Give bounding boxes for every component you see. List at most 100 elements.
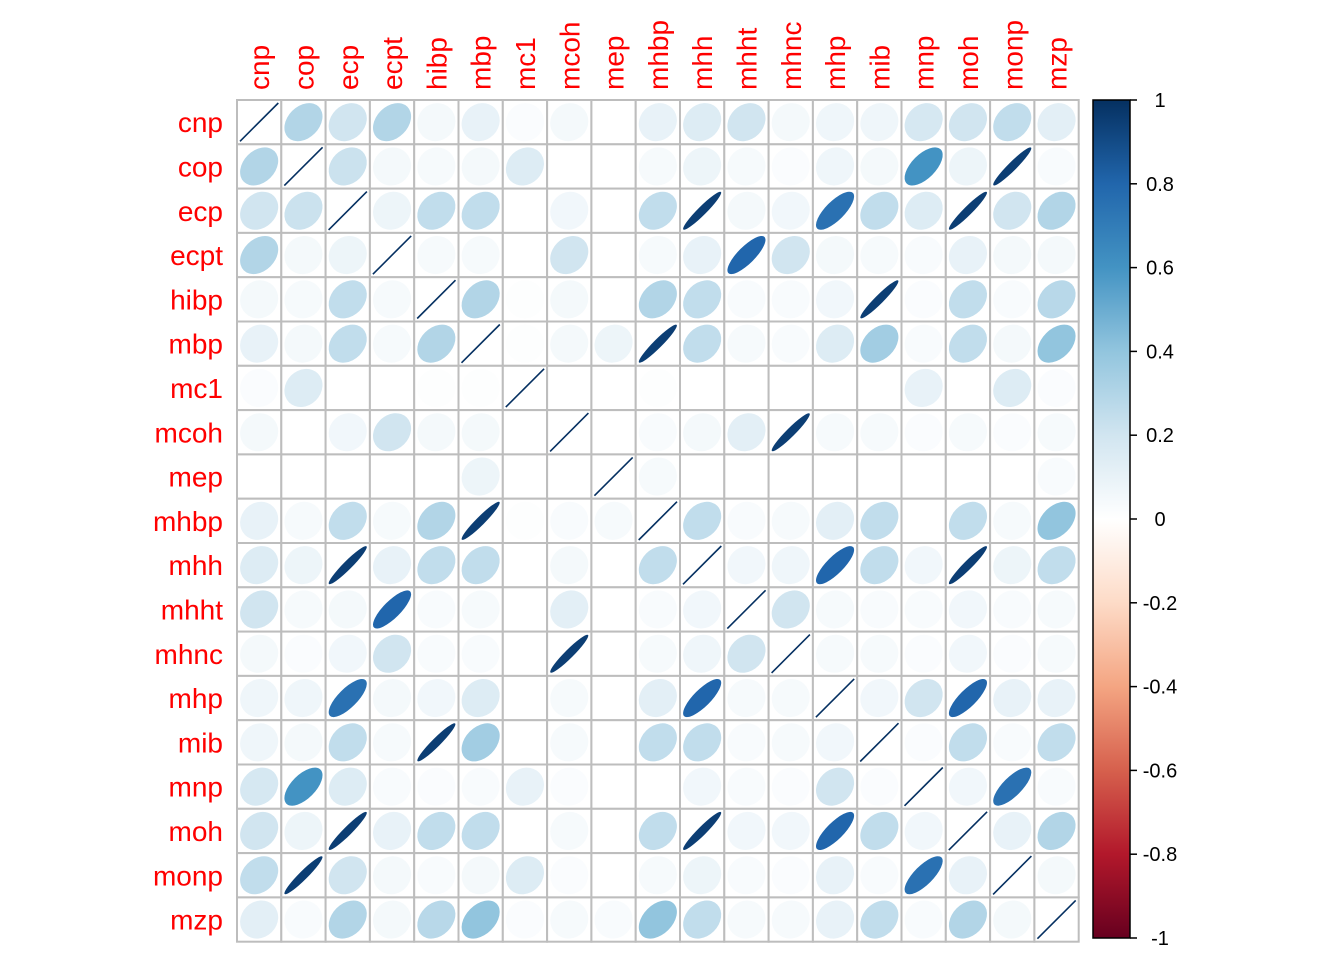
ellipse-mhht-cop xyxy=(284,590,323,629)
ellipse-mzp-mbp xyxy=(461,900,500,939)
ellipse-mhbp-mhp xyxy=(816,501,855,540)
ellipse-mnp-monp xyxy=(993,767,1032,806)
ellipse-ecpt-mnp xyxy=(904,236,943,275)
ellipse-mhnc-mcoh xyxy=(550,634,589,673)
ellipse-ecp-cnp xyxy=(240,191,279,230)
ellipse-ecpt-hibp xyxy=(417,236,456,275)
row-label-mbp: mbp xyxy=(169,329,223,360)
col-label-mcoh: mcoh xyxy=(554,22,585,90)
ellipse-mnp-mcoh xyxy=(550,767,589,806)
ellipse-moh-monp xyxy=(993,811,1032,850)
ellipse-mhnc-cnp xyxy=(240,634,279,673)
ellipse-mep-cop xyxy=(284,457,323,496)
row-label-moh: moh xyxy=(169,816,223,847)
ellipse-mzp-mhh xyxy=(683,900,722,939)
ellipse-monp-mzp xyxy=(1037,856,1076,895)
ellipse-cop-mep xyxy=(594,147,633,186)
diag-hibp xyxy=(416,279,457,320)
row-label-mhht: mhht xyxy=(161,594,223,625)
ellipse-mib-mcoh xyxy=(550,723,589,762)
ellipse-hibp-mhnc xyxy=(771,280,810,319)
ellipse-mhht-mep xyxy=(594,590,633,629)
ellipse-mhh-mib xyxy=(860,546,899,585)
ellipse-mc1-ecp xyxy=(328,368,367,407)
ellipse-hibp-mnp xyxy=(904,280,943,319)
row-label-mhnc: mhnc xyxy=(155,639,223,670)
ellipse-ecpt-mep xyxy=(594,236,633,275)
ellipse-mbp-cop xyxy=(284,324,323,363)
col-label-cnp: cnp xyxy=(244,45,275,90)
ellipse-mhp-monp xyxy=(993,679,1032,718)
ellipse-mcoh-mhbp xyxy=(638,413,677,452)
ellipse-mzp-mc1 xyxy=(505,900,544,939)
ellipse-mcoh-mhp xyxy=(816,413,855,452)
ellipse-cnp-mep xyxy=(594,103,633,142)
col-label-hibp: hibp xyxy=(421,37,452,90)
ellipse-ecpt-mbp xyxy=(461,236,500,275)
ellipse-mhh-mhp xyxy=(816,546,855,585)
ellipse-mep-mzp xyxy=(1037,457,1076,496)
ellipse-mcoh-mep xyxy=(594,413,633,452)
col-label-mbp: mbp xyxy=(466,36,497,90)
ellipse-mcoh-mhht xyxy=(727,413,766,452)
ellipse-mzp-mhht xyxy=(727,900,766,939)
ellipse-mhnc-mnp xyxy=(904,634,943,673)
row-label-mzp: mzp xyxy=(170,905,223,936)
ellipse-mcoh-monp xyxy=(993,413,1032,452)
diag-moh xyxy=(948,811,988,851)
ellipse-monp-mbp xyxy=(461,856,500,895)
ellipse-cop-mbp xyxy=(461,147,500,186)
ellipse-mib-mhbp xyxy=(638,723,677,762)
ellipse-mbp-mcoh xyxy=(550,324,589,363)
ellipse-moh-cop xyxy=(284,811,323,850)
colorbar-tick-label: 1 xyxy=(1154,90,1165,112)
ellipse-mnp-mep xyxy=(594,767,633,806)
ellipse-hibp-ecp xyxy=(328,280,367,319)
ellipse-cop-mhbp xyxy=(638,147,677,186)
ellipse-ecpt-mhh xyxy=(683,236,722,275)
ellipse-cnp-mcoh xyxy=(550,103,589,142)
ellipse-mib-ecpt xyxy=(373,723,412,762)
ellipse-monp-mib xyxy=(860,856,899,895)
ellipse-ecpt-mc1 xyxy=(505,236,544,275)
ellipse-mep-mbp xyxy=(461,457,500,496)
ellipse-mhht-mib xyxy=(860,590,899,629)
ellipse-monp-mnp xyxy=(904,856,943,895)
ellipse-mcoh-moh xyxy=(948,413,987,452)
ellipse-moh-mhnc xyxy=(771,811,810,850)
ellipse-mcoh-ecpt xyxy=(373,413,412,452)
ellipse-mhnc-mbp xyxy=(461,634,500,673)
ellipse-hibp-ecpt xyxy=(373,280,412,319)
row-label-mhp: mhp xyxy=(169,683,223,714)
ellipse-mep-monp xyxy=(993,457,1032,496)
ellipse-mnp-mhp xyxy=(816,767,855,806)
ellipse-mhh-cnp xyxy=(240,546,279,585)
ellipse-moh-mib xyxy=(860,811,899,850)
ellipse-mhbp-moh xyxy=(948,501,987,540)
ellipse-mc1-mbp xyxy=(461,368,500,407)
ellipse-ecp-moh xyxy=(948,191,987,230)
ellipse-ecp-mep xyxy=(594,191,633,230)
ellipse-ecp-mnp xyxy=(904,191,943,230)
ellipse-mhnc-mc1 xyxy=(505,634,544,673)
ellipse-mhh-mep xyxy=(594,546,633,585)
ellipse-hibp-mhh xyxy=(683,280,722,319)
row-label-ecpt: ecpt xyxy=(170,240,223,271)
ellipse-cop-mhnc xyxy=(771,147,810,186)
ellipse-mib-mbp xyxy=(461,723,500,762)
ellipse-mhbp-mep xyxy=(594,501,633,540)
ellipse-monp-cop xyxy=(284,856,323,895)
ellipse-mhnc-monp xyxy=(993,634,1032,673)
ellipse-cnp-cop xyxy=(284,103,323,142)
ellipse-moh-mhht xyxy=(727,811,766,850)
ellipse-mnp-mbp xyxy=(461,767,500,806)
diag-ecp xyxy=(328,191,368,231)
ellipse-hibp-mep xyxy=(594,280,633,319)
row-label-cnp: cnp xyxy=(178,107,223,138)
ellipse-mc1-mhht xyxy=(727,368,766,407)
ellipse-mzp-cop xyxy=(284,900,323,939)
ellipse-hibp-mhbp xyxy=(638,280,677,319)
ellipse-mbp-mib xyxy=(860,324,899,363)
row-label-monp: monp xyxy=(153,860,223,891)
ellipse-mc1-monp xyxy=(993,368,1032,407)
